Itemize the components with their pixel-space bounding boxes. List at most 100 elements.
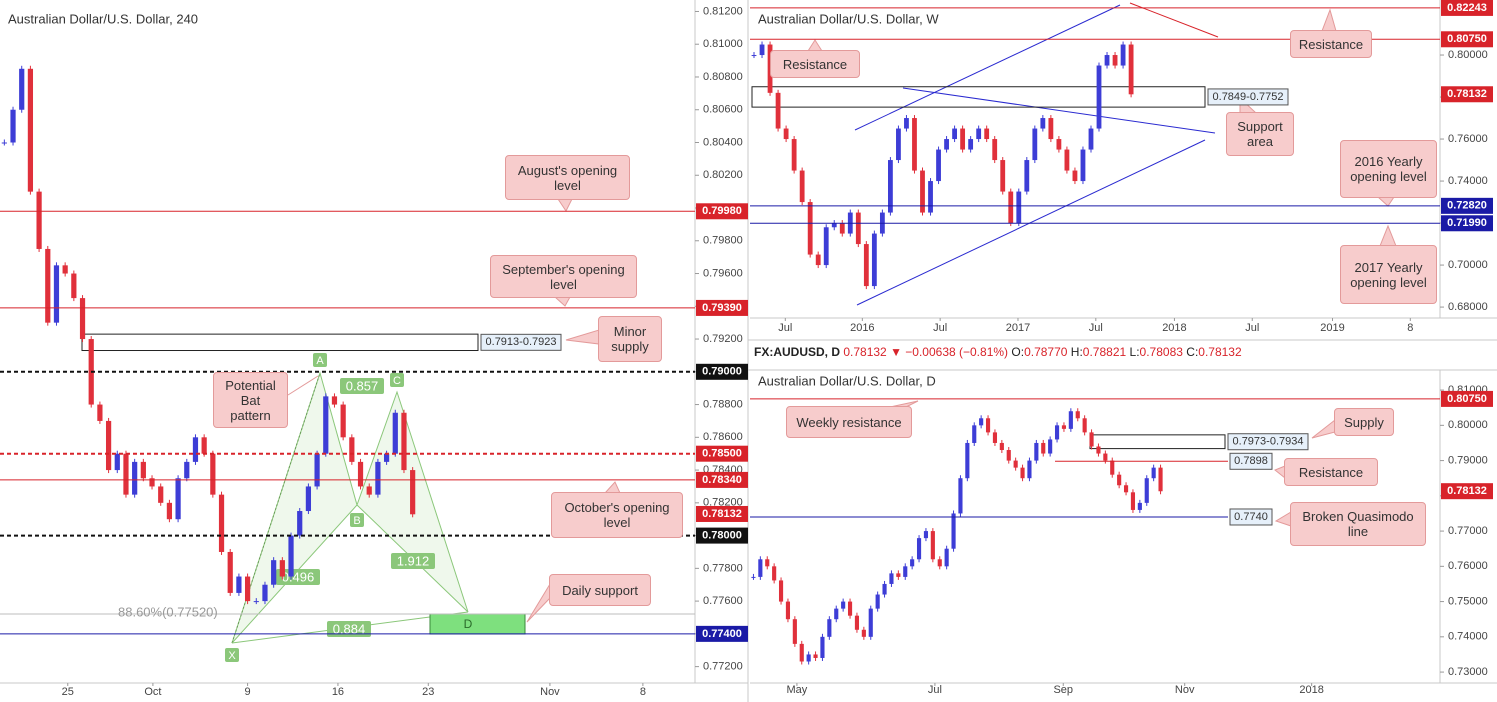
candle <box>1080 149 1086 182</box>
candle <box>297 511 303 536</box>
close: 0.78132 <box>1198 345 1242 359</box>
candle <box>765 559 770 567</box>
price-label: 0.82243 <box>1447 2 1487 14</box>
candle <box>349 437 355 462</box>
y-tick-label: 0.80000 <box>1448 419 1488 431</box>
candle <box>904 118 909 129</box>
x-tick-label: 23 <box>422 686 434 698</box>
candle <box>1027 460 1032 479</box>
candle <box>896 573 901 577</box>
price-label: 0.79000 <box>702 366 742 378</box>
candle <box>783 128 789 140</box>
callout: Weekly resistance <box>786 406 912 438</box>
change: ▼ −0.00638 (−0.81%) <box>890 345 1009 359</box>
trendline <box>902 87 1216 134</box>
callout: 2017 Yearly opening level <box>1340 245 1437 304</box>
callout: Resistance <box>1284 458 1378 486</box>
ratio: 1.912 <box>397 553 430 568</box>
ratio-badge <box>340 378 384 394</box>
zone-label: 0.7913-0.7923 <box>486 336 557 348</box>
callout: 2016 Yearly opening level <box>1340 140 1437 198</box>
pattern-labels: A B C D X 0.857 0.496 1.912 0.884 88.60%… <box>118 353 473 662</box>
candle <box>1034 442 1039 461</box>
callout-pointer <box>287 375 319 396</box>
price-label-box <box>696 471 748 488</box>
candle <box>1068 411 1073 429</box>
y-tick-label: 0.81200 <box>703 5 743 17</box>
y-tick-label: 0.76000 <box>1448 133 1488 145</box>
price-label-box <box>696 445 748 462</box>
zone-label: 0.7849-0.7752 <box>1213 91 1284 103</box>
candle <box>1128 44 1134 95</box>
trendline <box>856 139 1206 306</box>
candle <box>944 139 949 150</box>
candle <box>861 629 866 637</box>
candle <box>815 254 821 266</box>
candle <box>920 170 925 213</box>
y-tick-label: 0.76000 <box>1448 560 1488 572</box>
candle <box>331 396 338 405</box>
candle <box>896 128 901 161</box>
price-label: 0.79390 <box>702 302 742 314</box>
point-badge <box>313 353 327 367</box>
candle <box>19 68 25 110</box>
callout: Resistance <box>1290 30 1372 58</box>
candle <box>1041 442 1046 454</box>
ratio-badge <box>276 569 320 585</box>
callout: Broken Quasimodo line <box>1290 502 1426 546</box>
candle <box>912 118 917 171</box>
price-label: 0.72820 <box>1447 200 1487 212</box>
chart-title: Australian Dollar/U.S. Dollar, 240 <box>8 11 198 26</box>
price-label: 0.77400 <box>702 628 742 640</box>
y-tick-label: 0.80600 <box>703 104 743 116</box>
candle <box>827 619 832 637</box>
candle <box>759 44 765 56</box>
candle <box>1117 474 1122 486</box>
chart-title: Australian Dollar/U.S. Dollar, D <box>758 373 936 388</box>
retracement-label: 88.60%(0.77520) <box>118 604 218 619</box>
price-label-box <box>1441 197 1493 214</box>
candle <box>868 608 873 637</box>
candle <box>1158 467 1163 492</box>
zone-label-box <box>1227 433 1309 451</box>
candle <box>839 223 845 234</box>
high-label: H: <box>1070 345 1083 359</box>
callout: Potential Bat pattern <box>213 372 288 428</box>
price-label-box <box>696 505 748 522</box>
price-label-box <box>696 299 748 316</box>
price-label: 0.78132 <box>1447 485 1487 497</box>
point-badge <box>350 513 364 527</box>
x-tick-label: Sep <box>1053 684 1073 696</box>
ratio-badge <box>327 621 371 637</box>
candle <box>279 560 285 577</box>
y-tick-label: 0.79800 <box>703 235 743 247</box>
candle <box>401 412 407 471</box>
candle <box>772 566 777 581</box>
zone-label-box <box>1207 88 1289 106</box>
x-tick-label: Oct <box>144 686 161 698</box>
candle <box>1048 118 1054 140</box>
candle <box>1104 55 1110 66</box>
price-label: 0.80750 <box>1447 33 1487 45</box>
trendline <box>1129 2 1219 38</box>
candle <box>823 227 829 266</box>
open: 0.78770 <box>1024 345 1068 359</box>
x-tick-label: 16 <box>332 686 344 698</box>
candle <box>903 566 908 577</box>
open-label: O: <box>1011 345 1025 359</box>
candle <box>201 437 207 454</box>
candle <box>923 531 929 539</box>
candle <box>1120 44 1126 66</box>
price-label: 0.71990 <box>1447 217 1487 229</box>
price-label-box <box>1441 31 1493 48</box>
price-label: 0.79980 <box>702 205 742 217</box>
x-tick-label: 2018 <box>1162 322 1186 334</box>
candle <box>1088 128 1094 150</box>
candle <box>357 461 364 487</box>
candle <box>105 420 112 471</box>
candle <box>27 68 34 192</box>
zone <box>81 333 479 352</box>
candle <box>799 170 805 203</box>
candle <box>1137 502 1142 510</box>
x-tick-label: Jul <box>933 322 947 334</box>
